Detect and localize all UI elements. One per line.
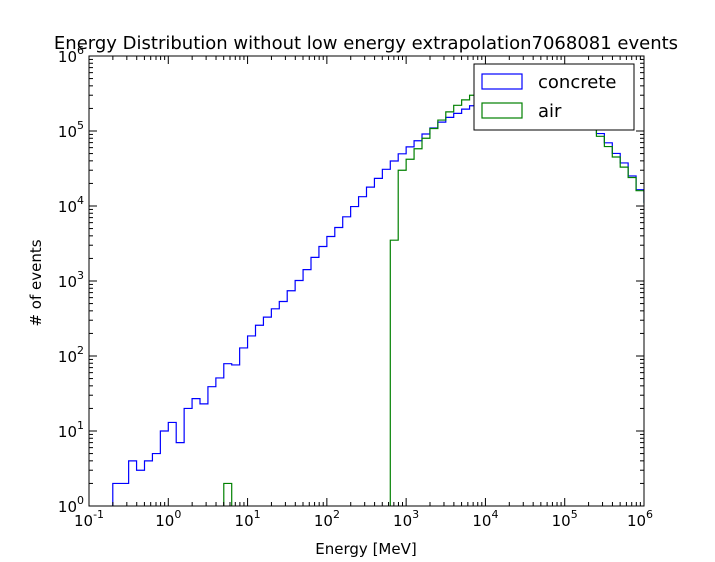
legend-label-concrete: concrete [538,72,616,93]
y-tick-label: 104 [58,194,84,216]
x-tick-label: 103 [393,508,419,530]
y-axis-label: # of events [27,239,45,326]
x-tick-label: 100 [155,508,181,530]
x-axis-label: Energy [MeV] [315,540,416,558]
y-tick-label: 106 [58,44,84,66]
x-tick-label: 104 [472,508,498,530]
y-tick-label: 103 [58,269,84,291]
x-tick-label: 105 [552,508,578,530]
legend: concrete air [473,63,635,131]
y-tick-labels: 100 101 102 103 104 105 106 [58,44,84,516]
x-tick-label: 10-1 [74,508,104,530]
legend-swatch-concrete [481,73,523,90]
legend-box [473,63,635,131]
y-tick-label: 102 [58,344,84,366]
legend-swatch-air [481,102,523,119]
x-tick-label: 106 [627,508,653,530]
x-tick-label: 102 [314,508,340,530]
legend-label-air: air [538,101,562,122]
chart-title: Energy Distribution without low energy e… [54,33,678,54]
x-tick-label: 101 [235,508,261,530]
series-line-air [223,81,644,506]
ticks-group [88,55,645,507]
plot-frame [88,55,645,507]
y-tick-label: 100 [58,494,84,516]
x-tick-labels: 10-1 100 101 102 103 104 105 106 [74,508,653,530]
y-tick-label: 105 [58,119,84,141]
y-tick-label: 101 [58,419,84,441]
